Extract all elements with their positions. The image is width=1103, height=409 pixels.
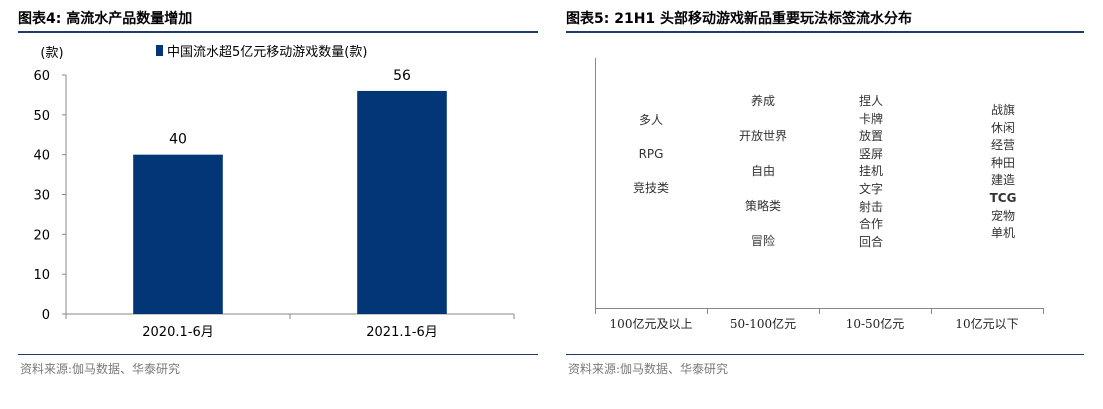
tag-item: 挂机 xyxy=(858,164,883,179)
band-label-10-50: 10-50亿元 xyxy=(845,317,905,331)
tag-item: RPG xyxy=(638,147,664,161)
y-axis-unit-label: (款) xyxy=(40,46,63,61)
tag-item: TCG xyxy=(989,190,1017,205)
band-tick-5 xyxy=(1043,309,1044,314)
band-tick-3 xyxy=(819,309,820,314)
tag-column-50-100: 养成 开放世界 自由 策略类 冒险 xyxy=(708,90,818,250)
tag-item: 建造 xyxy=(990,173,1015,188)
tag-item: 回合 xyxy=(858,234,883,249)
y-tick-label: 20 xyxy=(33,228,50,243)
y-tick-label: 60 xyxy=(33,69,50,84)
band-tick-4 xyxy=(931,309,932,314)
right-panel: 图表5: 21H1 头部移动游戏新品重要玩法标签流水分布 多人 RPG 竞技类 … xyxy=(566,0,1084,409)
bar xyxy=(133,154,223,314)
tag-item: 射击 xyxy=(858,199,883,214)
tag-item: 自由 xyxy=(750,164,775,178)
left-title-rule xyxy=(18,31,538,33)
tag-item: 宠物 xyxy=(990,208,1015,223)
tag-item: 养成 xyxy=(750,94,775,108)
y-tick-label: 0 xyxy=(42,308,50,323)
x-tick-label: 2020.1-6月 xyxy=(142,325,213,340)
band-tick-1 xyxy=(595,309,596,314)
tag-item: 策略类 xyxy=(744,199,781,213)
tag-column-under-10: 战旗 休闲 经营 种田 建造 TCG 宠物 单机 xyxy=(970,102,1036,243)
right-source-note: 资料来源:伽马数据、华泰研究 xyxy=(568,362,729,376)
bar-data-label: 56 xyxy=(393,68,411,84)
tag-chart-frame xyxy=(595,58,1044,309)
tag-item: 休闲 xyxy=(990,120,1015,135)
tag-item: 合作 xyxy=(858,217,883,232)
left-figure-title: 图表4: 高流水产品数量增加 xyxy=(18,11,193,27)
tag-item: 经营 xyxy=(990,138,1015,153)
tag-item: 单机 xyxy=(990,226,1015,241)
tag-item: 卡牌 xyxy=(858,111,883,126)
right-title-rule xyxy=(566,31,1084,33)
band-label-50-100: 50-100亿元 xyxy=(729,317,797,331)
tag-item: 捏人 xyxy=(858,94,883,108)
tag-item: 冒险 xyxy=(750,234,775,248)
y-tick-label: 50 xyxy=(33,109,50,124)
bar xyxy=(357,90,447,314)
tag-column-100plus: 多人 RPG 竞技类 xyxy=(596,108,706,198)
x-tick-label: 2021.1-6月 xyxy=(366,325,437,340)
left-panel: 图表4: 高流水产品数量增加 (款) 中国流水超5亿元移动游戏数量(款) 0 10… xyxy=(18,0,538,409)
left-plot-area: 0 10 20 30 40 50 60 40 2020.1-6月 56 2021.1-6月 xyxy=(33,68,515,340)
tag-item: 文字 xyxy=(858,181,883,196)
y-tick-label: 30 xyxy=(33,189,50,204)
y-tick-label: 40 xyxy=(33,149,50,164)
left-bar-chart: (款) 中国流水超5亿元移动游戏数量(款) 0 10 20 30 40 50 60 40 202… xyxy=(33,45,515,340)
tag-item: 多人 xyxy=(638,113,663,127)
left-source-rule xyxy=(18,354,538,355)
band-label-100plus: 100亿元及以上 xyxy=(609,317,693,331)
y-tick-label: 10 xyxy=(33,268,50,283)
band-tick-2 xyxy=(707,309,708,314)
tag-item: 开放世界 xyxy=(738,129,787,143)
band-label-under-10: 10亿元以下 xyxy=(955,317,1019,331)
right-figure-title: 图表5: 21H1 头部移动游戏新品重要玩法标签流水分布 xyxy=(566,11,913,27)
legend-series-name: 中国流水超5亿元移动游戏数量(款) xyxy=(167,45,367,60)
tag-item: 战旗 xyxy=(990,103,1015,117)
tag-item: 放置 xyxy=(858,129,883,144)
tag-item: 竞技类 xyxy=(632,181,669,195)
left-source-note: 资料来源:伽马数据、华泰研究 xyxy=(20,362,181,376)
tag-item: 种田 xyxy=(990,155,1015,170)
right-source-rule xyxy=(566,354,1084,355)
bar-data-label: 40 xyxy=(169,132,187,148)
legend-swatch xyxy=(156,45,163,56)
tag-column-10-50: 捏人 卡牌 放置 竖屏 挂机 文字 射击 合作 回合 xyxy=(838,93,904,251)
tag-item: 竖屏 xyxy=(858,146,883,161)
